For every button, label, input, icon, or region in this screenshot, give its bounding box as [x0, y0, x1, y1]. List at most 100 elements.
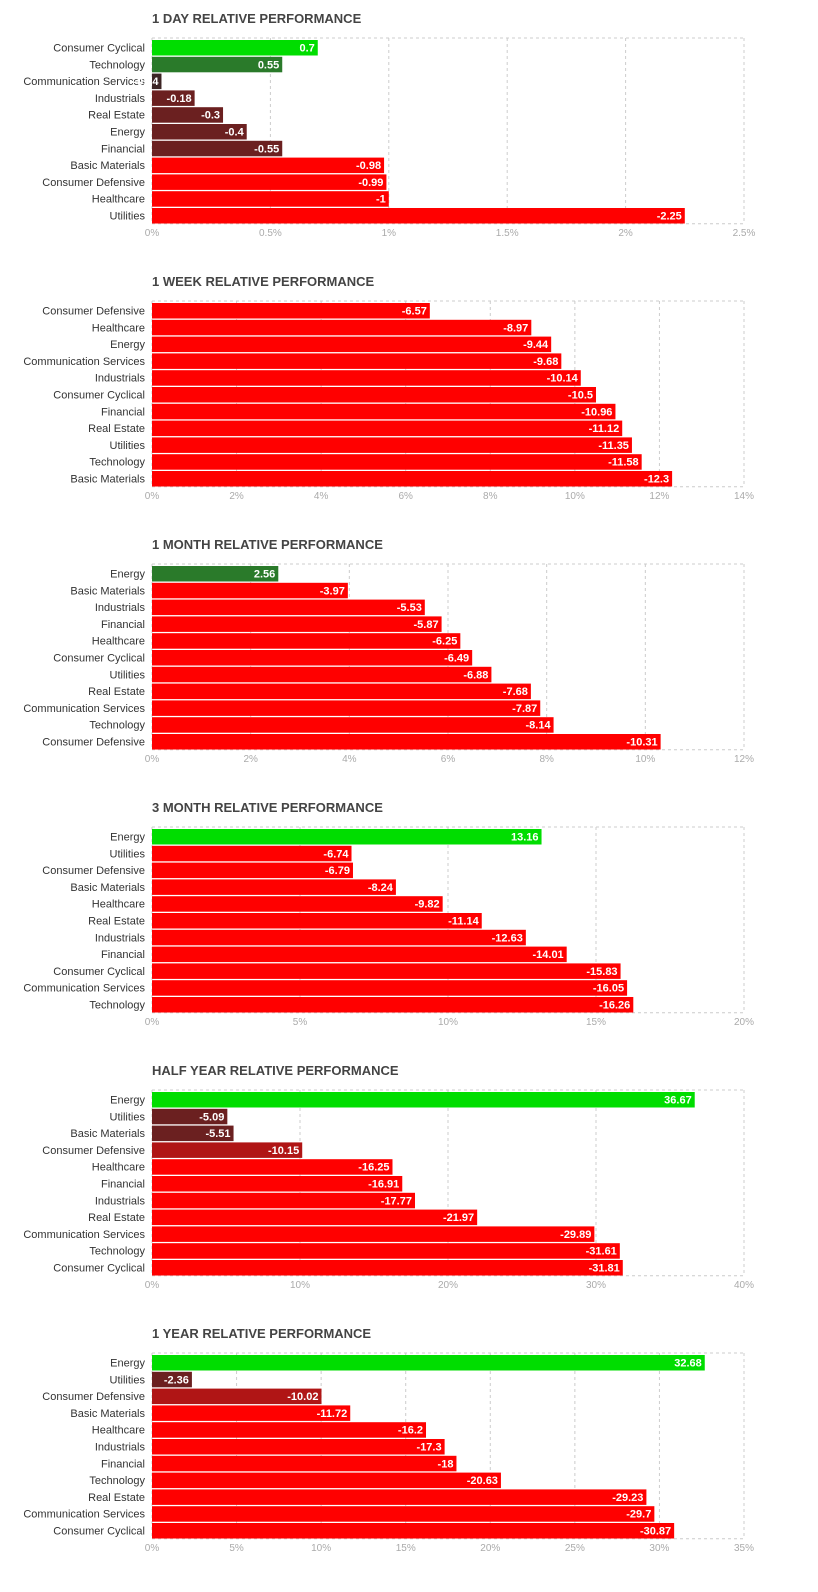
category-label: Industrials — [95, 1195, 146, 1207]
bar-value-label: 0.55 — [258, 59, 279, 71]
bar-value-label: -10.5 — [568, 390, 593, 402]
bar-row: Financial -0.55 — [101, 140, 283, 157]
chart-title: 1 YEAR RELATIVE PERFORMANCE — [152, 1326, 371, 1341]
category-label: Industrials — [95, 932, 146, 944]
category-label: Basic Materials — [70, 882, 145, 894]
bar-value-label: -31.81 — [589, 1263, 620, 1275]
category-label: Energy — [110, 1358, 145, 1370]
x-tick-label: 15% — [396, 1543, 416, 1554]
x-tick-label: 0% — [145, 228, 160, 239]
category-label: Basic Materials — [70, 474, 145, 486]
x-tick-label: 2% — [229, 491, 244, 502]
category-label: Utilities — [110, 848, 146, 860]
bar-value-label: -16.2 — [398, 1425, 423, 1437]
x-tick-label: 10% — [635, 754, 655, 765]
x-tick-label: 30% — [586, 1280, 606, 1291]
bar — [152, 1108, 228, 1125]
bar-row: Real Estate -21.97 — [88, 1209, 478, 1226]
bar-row: Energy 2.56 — [110, 566, 279, 582]
bar — [152, 1506, 655, 1522]
x-tick-label: 0% — [145, 1543, 160, 1554]
chart-5: HALF YEAR RELATIVE PERFORMANCE 0% 10% 20% 30… — [23, 1063, 754, 1291]
category-label: Energy — [110, 832, 145, 844]
x-tick-label: 5% — [229, 1543, 244, 1554]
bar-value-label: -16.26 — [599, 1000, 630, 1012]
bar-row: Industrials -17.3 — [95, 1439, 445, 1455]
bar-row: Communication Services-0.04 — [23, 73, 162, 90]
bar — [152, 566, 279, 582]
bar — [152, 370, 581, 386]
bar — [152, 174, 387, 190]
category-label: Communication Services — [23, 1229, 145, 1241]
bar — [152, 1192, 415, 1209]
bar-row: Basic Materials -8.24 — [70, 879, 396, 895]
bar — [152, 1243, 620, 1259]
bar-value-label: -0.99 — [358, 177, 383, 189]
bar-row: Utilities -5.09 — [110, 1108, 228, 1125]
bar — [152, 1388, 322, 1405]
bar-value-label: -29.89 — [560, 1229, 591, 1241]
bar-value-label: -8.97 — [503, 322, 528, 334]
chart-title: 1 DAY RELATIVE PERFORMANCE — [152, 11, 362, 26]
bar-value-label: 0.7 — [299, 43, 314, 55]
x-tick-label: 20% — [480, 1543, 500, 1554]
bar — [152, 1489, 647, 1505]
bar-value-label: -18 — [438, 1458, 454, 1470]
bar — [152, 1159, 393, 1175]
bar — [152, 1142, 303, 1158]
bar — [152, 208, 685, 224]
bar — [152, 683, 531, 700]
category-label: Financial — [101, 949, 145, 961]
bar-value-label: -10.02 — [287, 1391, 318, 1403]
bar-value-label: -2.25 — [657, 211, 682, 223]
bar-row: Healthcare -16.25 — [92, 1159, 393, 1175]
bar-value-label: -29.23 — [612, 1492, 643, 1504]
category-label: Utilities — [110, 440, 146, 452]
bar-row: Technology -16.26 — [89, 997, 634, 1013]
bar-value-label: -11.35 — [598, 440, 629, 452]
category-label: Healthcare — [92, 1162, 145, 1174]
bar-row: Energy -9.44 — [110, 336, 552, 353]
bar-row: Consumer Cyclical -30.87 — [53, 1523, 675, 1539]
category-label: Healthcare — [92, 194, 145, 206]
category-label: Energy — [110, 127, 145, 139]
bar-value-label: -29.7 — [626, 1509, 651, 1521]
category-label: Financial — [101, 143, 145, 155]
bar-row: Energy 13.16 — [110, 829, 542, 845]
bar — [152, 963, 621, 979]
bar — [152, 1371, 192, 1388]
bar-row: Financial -16.91 — [101, 1176, 403, 1192]
bar-row: Real Estate -7.68 — [88, 683, 531, 700]
bar-row: Real Estate -11.12 — [88, 420, 623, 437]
bar — [152, 1092, 695, 1108]
bar-value-label: -5.87 — [414, 619, 439, 631]
bar-value-label: -6.88 — [463, 669, 488, 681]
category-label: Energy — [110, 1095, 145, 1107]
bar-row: Energy 36.67 — [110, 1092, 695, 1108]
x-tick-label: 0% — [145, 1017, 160, 1028]
chart-4: 3 MONTH RELATIVE PERFORMANCE 0% 5% 10% 15% 20… — [23, 800, 754, 1028]
x-tick-label: 1.5% — [496, 228, 519, 239]
bar-row: Utilities -6.88 — [110, 666, 492, 683]
category-label: Technology — [89, 1000, 145, 1012]
bar-row: Consumer Defensive -0.99 — [42, 174, 387, 190]
bar — [152, 666, 492, 683]
bar-value-label: 2.56 — [254, 569, 275, 581]
bar-value-label: -16.91 — [368, 1179, 399, 1191]
category-label: Consumer Defensive — [42, 1391, 145, 1403]
category-label: Technology — [89, 59, 145, 71]
x-tick-label: 10% — [565, 491, 585, 502]
bar — [152, 1176, 403, 1192]
bar — [152, 980, 628, 996]
bar-value-label: -0.98 — [356, 160, 381, 172]
bar-row: Consumer Cyclical -15.83 — [53, 963, 621, 979]
bar-value-label: -17.77 — [381, 1195, 412, 1207]
category-label: Real Estate — [88, 1212, 145, 1224]
bar-value-label: -3.97 — [320, 585, 345, 597]
category-label: Technology — [89, 1475, 145, 1487]
bar-value-label: -6.25 — [432, 636, 457, 648]
category-label: Technology — [89, 1246, 145, 1258]
bar-row: Communication Services -9.68 — [23, 353, 562, 369]
category-label: Energy — [110, 569, 145, 581]
